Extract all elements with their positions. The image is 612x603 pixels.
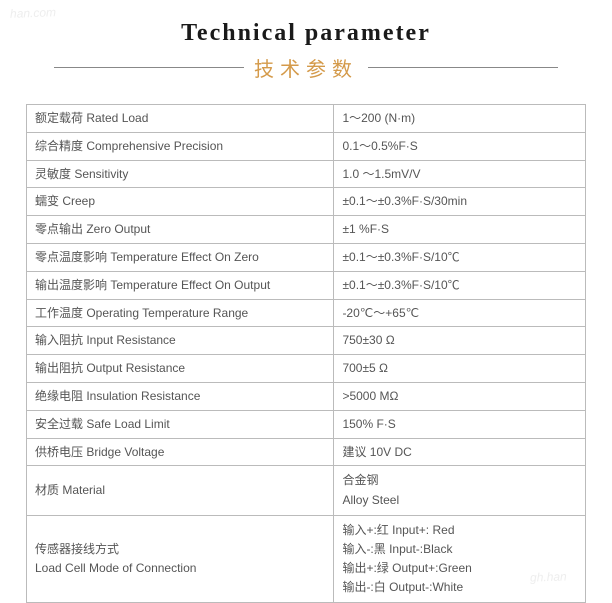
header: Technical parameter 技术参数: [0, 20, 612, 82]
param-label: 输出温度影响 Temperature Effect On Output: [27, 271, 334, 299]
table-row: 灵敏度 Sensitivity1.0 ～1.5mV/V: [27, 160, 586, 188]
table-row: 安全过载 Safe Load Limit150% F·S: [27, 410, 586, 438]
param-value: 合金钢Alloy Steel: [334, 466, 586, 515]
param-value: -20℃～+65℃: [334, 299, 586, 327]
param-value: 建议 10V DC: [334, 438, 586, 466]
param-value: ±0.1～±0.3%F·S/10℃: [334, 243, 586, 271]
param-label: 安全过载 Safe Load Limit: [27, 410, 334, 438]
table-row: 工作温度 Operating Temperature Range-20℃～+65…: [27, 299, 586, 327]
param-label: 绝缘电阻 Insulation Resistance: [27, 382, 334, 410]
param-label: 输入阻抗 Input Resistance: [27, 327, 334, 355]
param-value: 150% F·S: [334, 410, 586, 438]
param-value: 750±30 Ω: [334, 327, 586, 355]
param-label: 工作温度 Operating Temperature Range: [27, 299, 334, 327]
param-label: 零点输出 Zero Output: [27, 216, 334, 244]
table-row: 零点温度影响 Temperature Effect On Zero±0.1～±0…: [27, 243, 586, 271]
param-label: 综合精度 Comprehensive Precision: [27, 132, 334, 160]
param-label: 输出阻抗 Output Resistance: [27, 355, 334, 383]
title-english: Technical parameter: [181, 20, 431, 47]
param-value: 0.1～0.5%F·S: [334, 132, 586, 160]
table-row: 输入阻抗 Input Resistance750±30 Ω: [27, 327, 586, 355]
param-label: 灵敏度 Sensitivity: [27, 160, 334, 188]
table-row: 输出阻抗 Output Resistance700±5 Ω: [27, 355, 586, 383]
table-row: 供桥电压 Bridge Voltage建议 10V DC: [27, 438, 586, 466]
table-row-material: 材质 Material合金钢Alloy Steel: [27, 466, 586, 515]
table-row: 额定载荷 Rated Load1～200 (N·m): [27, 105, 586, 133]
param-value: 700±5 Ω: [334, 355, 586, 383]
table-row: 零点输出 Zero Output±1 %F·S: [27, 216, 586, 244]
watermark-tl: han.com: [10, 5, 56, 21]
param-label: 供桥电压 Bridge Voltage: [27, 438, 334, 466]
param-value: 1～200 (N·m): [334, 105, 586, 133]
param-label: 蠕变 Creep: [27, 188, 334, 216]
param-value: ±0.1～±0.3%F·S/30min: [334, 188, 586, 216]
param-value: ±1 %F·S: [334, 216, 586, 244]
param-value: 1.0 ～1.5mV/V: [334, 160, 586, 188]
table-row: 绝缘电阻 Insulation Resistance>5000 MΩ: [27, 382, 586, 410]
title-cn-text: 技术参数: [254, 53, 358, 82]
param-value: >5000 MΩ: [334, 382, 586, 410]
table-row: 输出温度影响 Temperature Effect On Output±0.1～…: [27, 271, 586, 299]
param-value: 输入+:红 Input+: Red输入-:黑 Input-:Black输出+:绿…: [334, 515, 586, 603]
param-label: 额定载荷 Rated Load: [27, 105, 334, 133]
table-row-connection: 传感器接线方式Load Cell Mode of Connection输入+:红…: [27, 515, 586, 603]
spec-table: 额定载荷 Rated Load1～200 (N·m)综合精度 Comprehen…: [26, 104, 586, 603]
table-row: 蠕变 Creep±0.1～±0.3%F·S/30min: [27, 188, 586, 216]
param-label: 传感器接线方式Load Cell Mode of Connection: [27, 515, 334, 603]
param-value: ±0.1～±0.3%F·S/10℃: [334, 271, 586, 299]
spec-table-wrapper: 额定载荷 Rated Load1～200 (N·m)综合精度 Comprehen…: [26, 104, 586, 603]
param-label: 材质 Material: [27, 466, 334, 515]
table-row: 综合精度 Comprehensive Precision0.1～0.5%F·S: [27, 132, 586, 160]
param-label: 零点温度影响 Temperature Effect On Zero: [27, 243, 334, 271]
title-chinese: 技术参数: [0, 53, 612, 82]
